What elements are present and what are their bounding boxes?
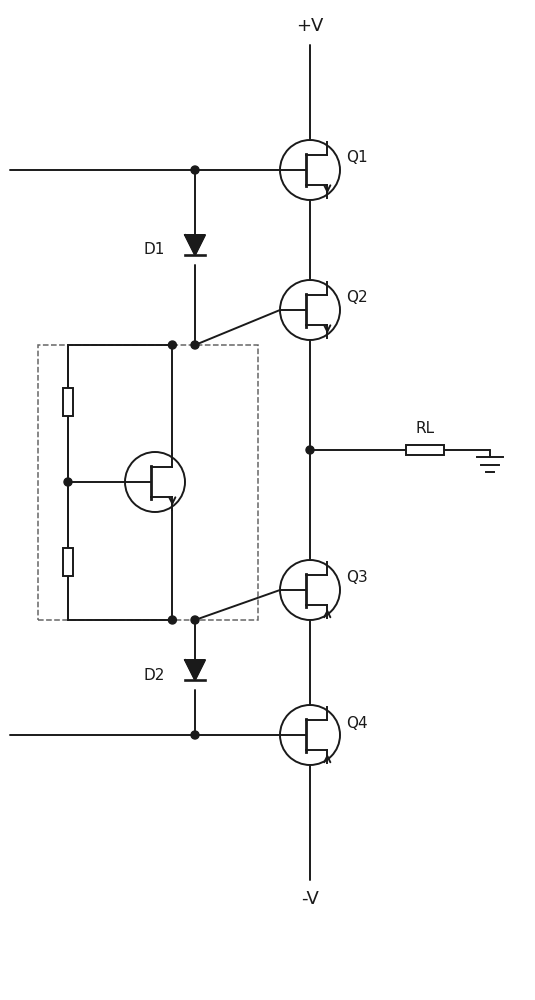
Polygon shape [185, 235, 205, 255]
Bar [63, 548, 73, 576]
Circle shape [64, 478, 72, 486]
Circle shape [169, 341, 177, 349]
Text: Q1: Q1 [346, 150, 368, 165]
Bar [63, 388, 73, 416]
Text: +V: +V [296, 17, 324, 35]
Circle shape [191, 616, 199, 624]
Text: RL: RL [416, 421, 434, 436]
Bar [406, 445, 444, 455]
Text: Q4: Q4 [346, 716, 368, 730]
Text: D2: D2 [143, 668, 165, 682]
Circle shape [191, 166, 199, 174]
Text: Q3: Q3 [346, 570, 368, 585]
Text: D1: D1 [143, 242, 165, 257]
Bar [38, 345, 258, 620]
Circle shape [191, 341, 199, 349]
Text: Q2: Q2 [346, 290, 368, 306]
Circle shape [191, 731, 199, 739]
Text: -V: -V [301, 890, 319, 908]
Circle shape [306, 446, 314, 454]
Circle shape [169, 616, 177, 624]
Polygon shape [185, 660, 205, 680]
